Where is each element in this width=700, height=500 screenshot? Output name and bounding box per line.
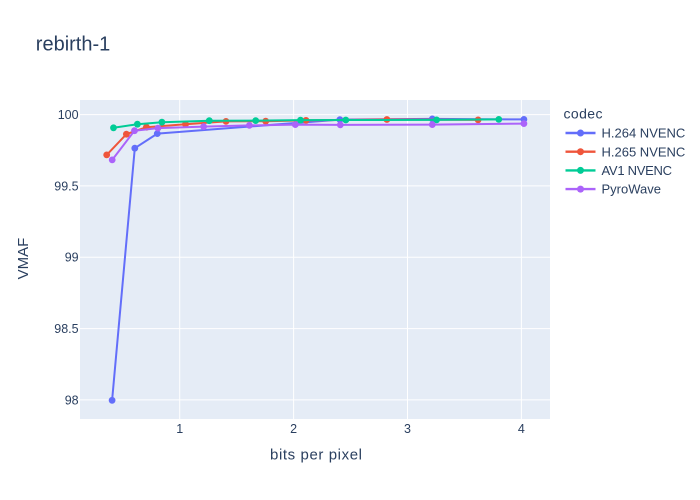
svg-text:99: 99: [65, 251, 79, 265]
svg-text:PyroWave: PyroWave: [602, 182, 661, 197]
svg-text:100: 100: [58, 108, 79, 122]
svg-text:2: 2: [290, 422, 297, 436]
svg-text:3: 3: [404, 422, 411, 436]
svg-text:bits per pixel: bits per pixel: [270, 447, 362, 464]
svg-text:rebirth-1: rebirth-1: [36, 34, 110, 56]
svg-text:98: 98: [65, 393, 79, 407]
svg-text:98.5: 98.5: [54, 322, 78, 336]
svg-text:H.265 NVENC: H.265 NVENC: [602, 144, 686, 159]
svg-text:H.264 NVENC: H.264 NVENC: [602, 126, 686, 141]
svg-text:1: 1: [176, 422, 183, 436]
svg-text:4: 4: [518, 422, 525, 436]
svg-text:99.5: 99.5: [54, 179, 78, 193]
svg-text:VMAF: VMAF: [15, 238, 32, 280]
svg-text:codec: codec: [564, 106, 603, 122]
svg-text:AV1 NVENC: AV1 NVENC: [602, 163, 673, 178]
